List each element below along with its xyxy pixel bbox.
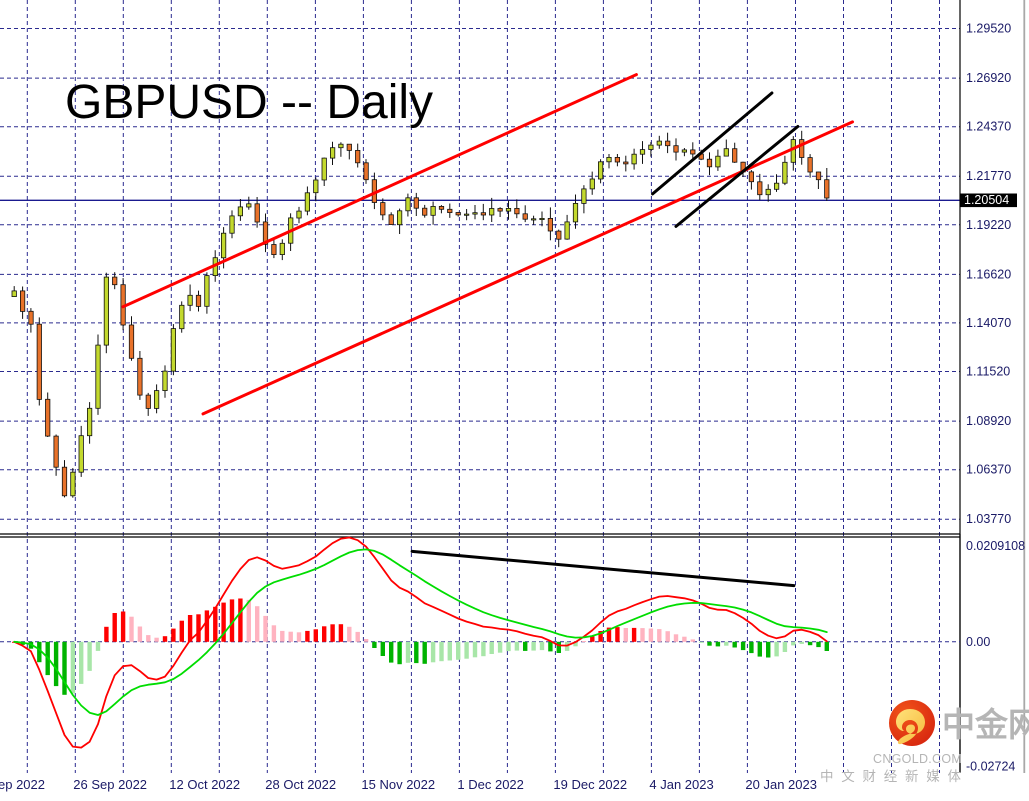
svg-text:0.0209108: 0.0209108: [966, 539, 1025, 553]
svg-text:1.14070: 1.14070: [966, 316, 1011, 330]
svg-text:1.20504: 1.20504: [964, 193, 1009, 207]
svg-text:1 Dec 2022: 1 Dec 2022: [457, 777, 524, 792]
svg-text:中金网: 中金网: [942, 706, 1029, 743]
svg-text:28 Oct 2022: 28 Oct 2022: [265, 777, 336, 792]
svg-text:1.03770: 1.03770: [966, 512, 1011, 526]
svg-text:1.08920: 1.08920: [966, 414, 1011, 428]
svg-text:1.16620: 1.16620: [966, 267, 1011, 281]
svg-text:1.06370: 1.06370: [966, 463, 1011, 477]
svg-text:0.00: 0.00: [966, 635, 990, 649]
svg-text:15 Nov 2022: 15 Nov 2022: [361, 777, 435, 792]
svg-text:12 Oct 2022: 12 Oct 2022: [169, 777, 240, 792]
svg-text:CNGOLD.COM: CNGOLD.COM: [873, 752, 962, 766]
svg-text:1.19220: 1.19220: [966, 218, 1011, 232]
svg-text:中 文 财 经 新 媒 体: 中 文 财 经 新 媒 体: [820, 769, 963, 784]
svg-text:-0.02724: -0.02724: [966, 759, 1015, 773]
svg-text:1.26920: 1.26920: [966, 71, 1011, 85]
svg-text:1.21770: 1.21770: [966, 169, 1011, 183]
svg-text:1.11520: 1.11520: [966, 365, 1010, 379]
svg-text:26 Sep 2022: 26 Sep 2022: [73, 777, 147, 792]
svg-text:19 Dec 2022: 19 Dec 2022: [553, 777, 627, 792]
svg-text:20 Jan 2023: 20 Jan 2023: [745, 777, 817, 792]
svg-text:1.24370: 1.24370: [966, 120, 1011, 134]
svg-text:ep 2022: ep 2022: [0, 777, 45, 792]
svg-text:4 Jan 2023: 4 Jan 2023: [649, 777, 713, 792]
svg-text:1.29520: 1.29520: [966, 22, 1011, 36]
svg-text:GBPUSD -- Daily: GBPUSD -- Daily: [65, 76, 433, 129]
